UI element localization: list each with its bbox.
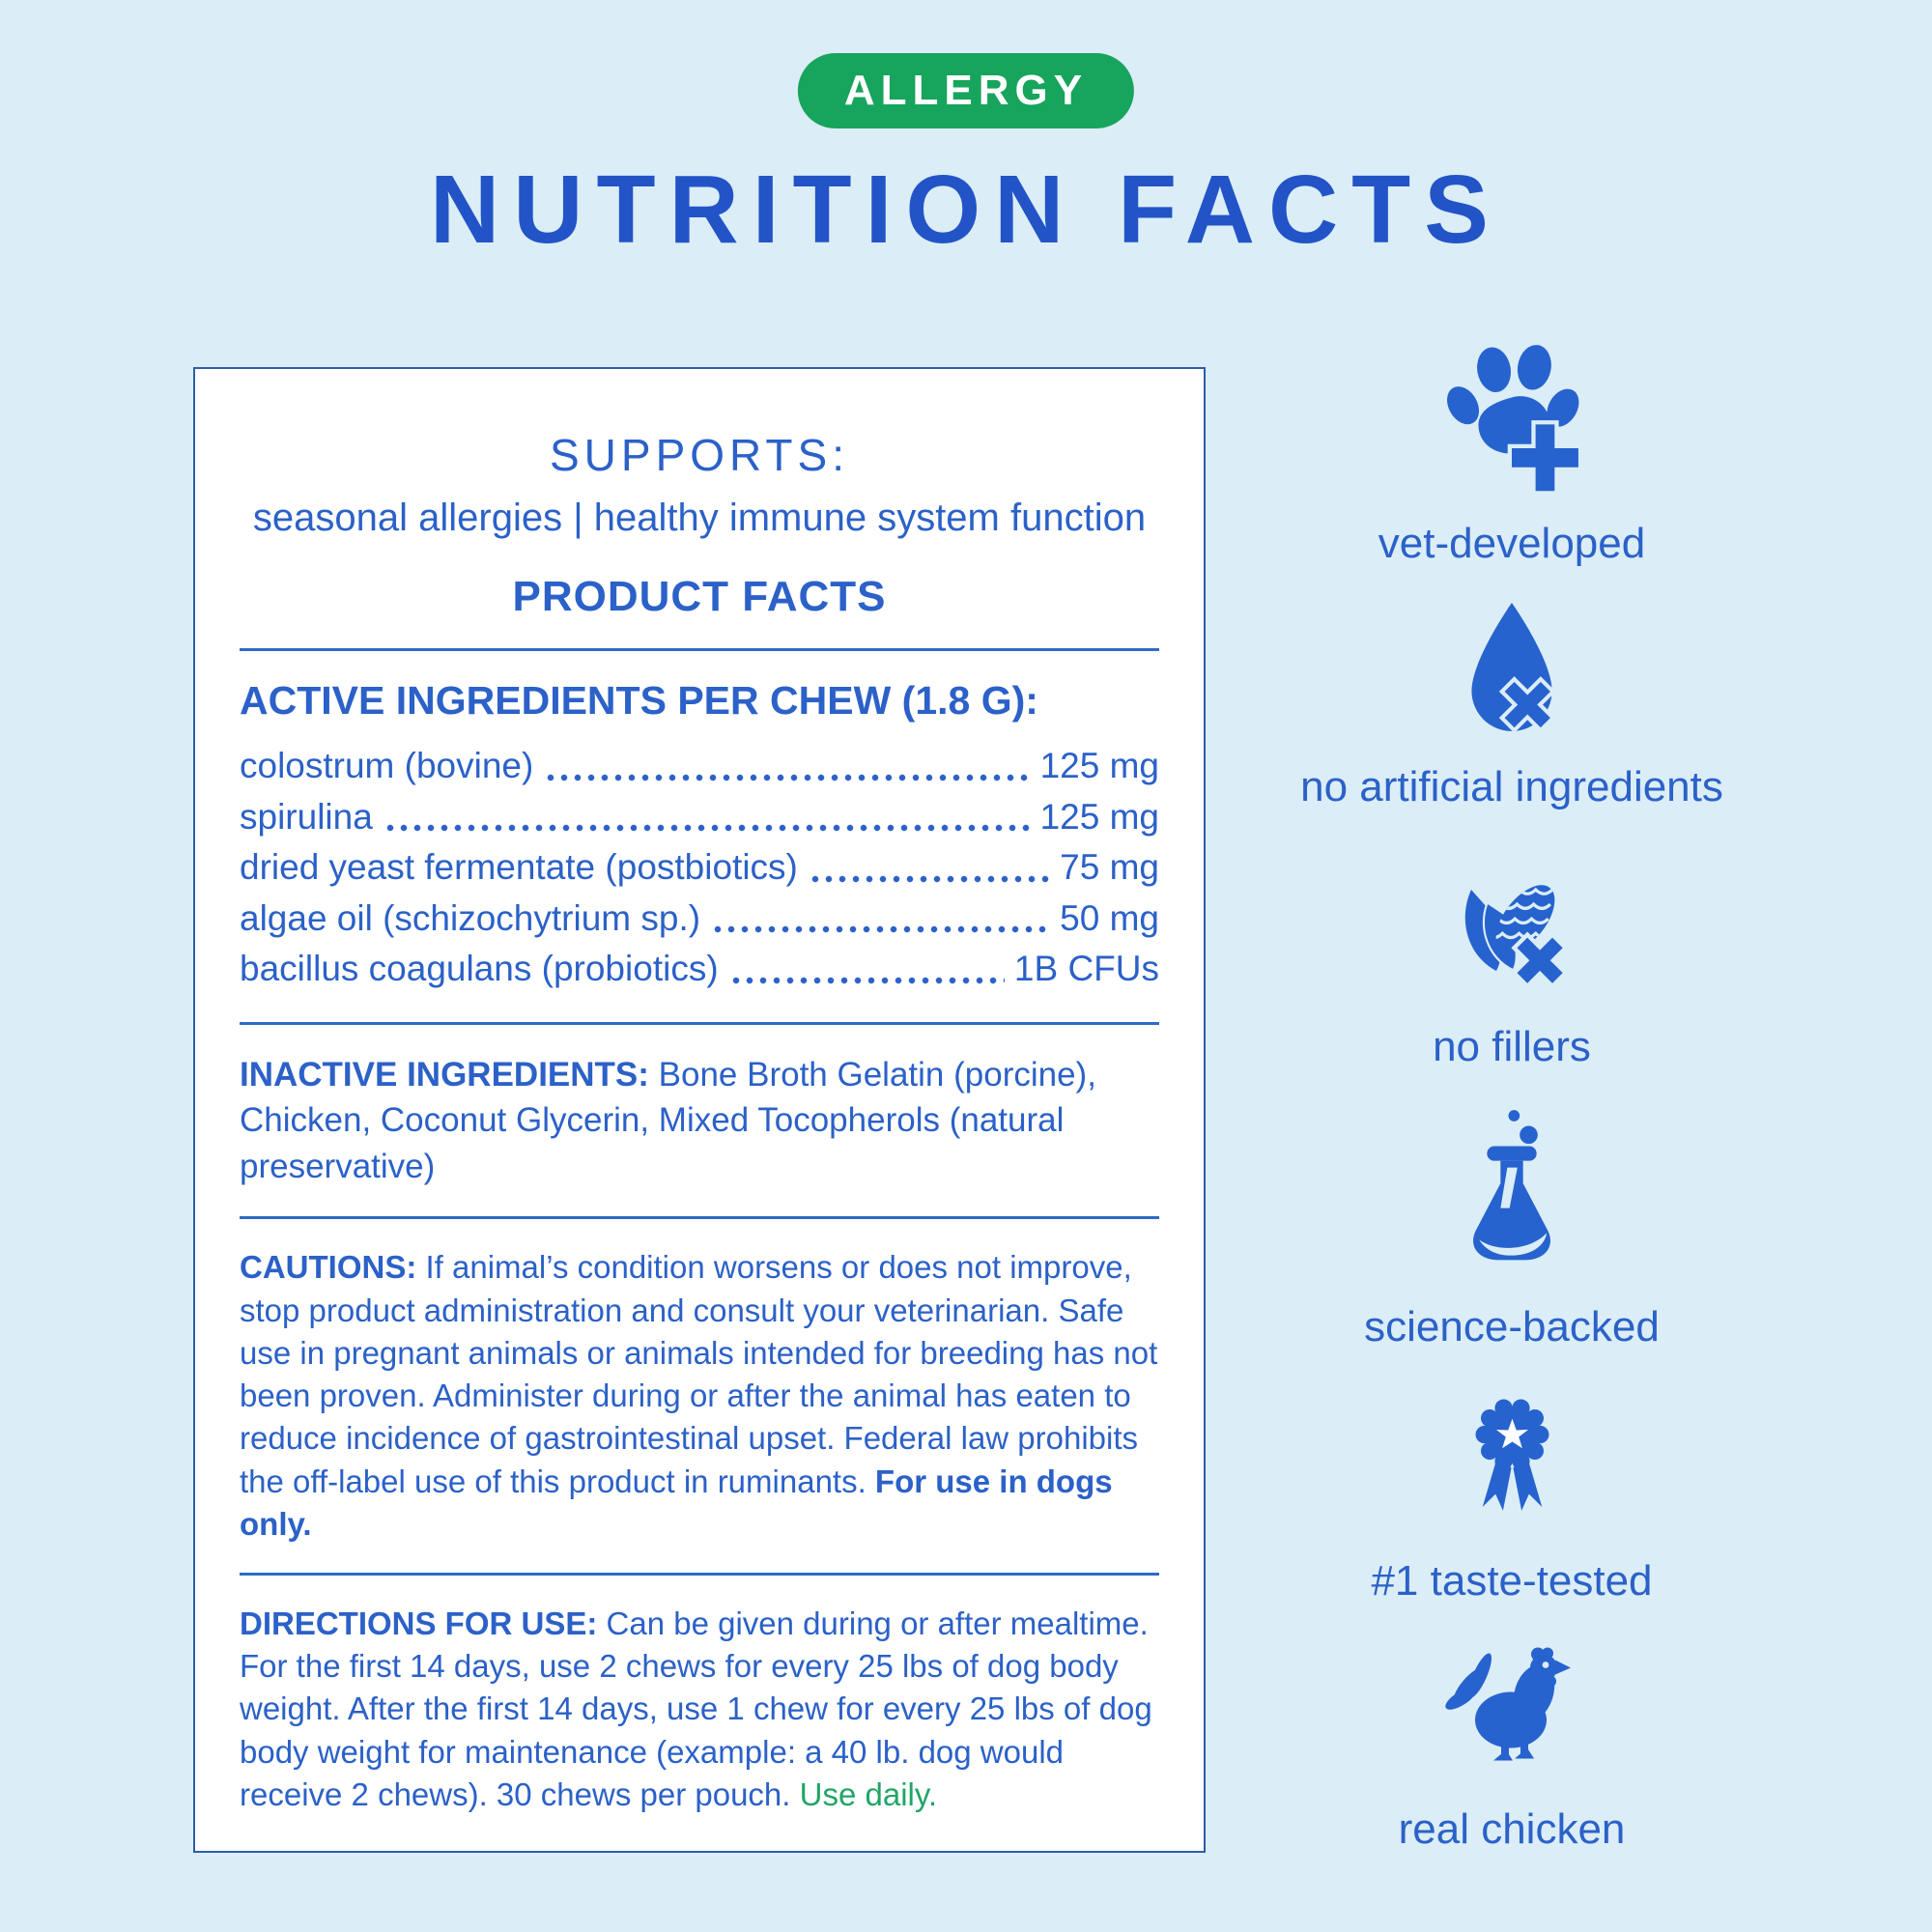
cautions-label: CAUTIONS:	[240, 1249, 417, 1286]
ingredient-name: colostrum (bovine)	[240, 746, 534, 785]
product-facts-heading: PRODUCT FACTS	[512, 573, 887, 620]
ingredient-amount: 50 mg	[1060, 897, 1159, 938]
product-facts-card: SUPPORTS: seasonal allergies | healthy i…	[193, 367, 1206, 1853]
cautions-bold-end: For use in dogs only.	[240, 1463, 1113, 1542]
ingredient-row: spirulina 125 mg	[240, 792, 1159, 843]
corn-x-icon	[1444, 863, 1579, 998]
ingredient-amount: 125 mg	[1039, 796, 1159, 837]
ingredient-name: dried yeast fermentate (postbiotics)	[240, 847, 798, 888]
supports-text: seasonal allergies | healthy immune syst…	[252, 497, 1147, 539]
feature-no-artificial-ingredients: no artificial ingredients	[1188, 601, 1835, 811]
inactive-ingredients-text: Bone Broth Gelatin (porcine), Chicken, C…	[240, 1055, 1096, 1185]
directions-label: DIRECTIONS FOR USE:	[240, 1605, 598, 1641]
dotted-leader	[810, 874, 1051, 883]
inactive-ingredients-paragraph: INACTIVE INGREDIENTS: Bone Broth Gelatin…	[240, 1052, 1159, 1190]
feature-real-chicken: real chicken	[1188, 1640, 1835, 1854]
feature-no-fillers: no fillers	[1188, 863, 1835, 1071]
chicken-icon	[1439, 1640, 1584, 1780]
ingredient-row: algae oil (schizochytrium sp.) 50 mg	[240, 894, 1159, 945]
directions-paragraph: DIRECTIONS FOR USE: Can be given during …	[240, 1603, 1159, 1816]
active-ingredients-heading: ACTIVE INGREDIENTS PER CHEW (1.8 G):	[240, 678, 1038, 723]
feature-label: real chicken	[1398, 1805, 1626, 1853]
ingredient-row: colostrum (bovine) 125 mg	[240, 741, 1159, 792]
dotted-leader	[547, 773, 1031, 781]
ingredient-name: algae oil (schizochytrium sp.)	[240, 897, 701, 938]
ingredient-amount: 125 mg	[1039, 746, 1159, 785]
feature-vet-developed: vet-developed	[1188, 340, 1835, 568]
droplet-x-icon	[1453, 601, 1571, 738]
page-title: NUTRITION FACTS	[430, 156, 1502, 264]
dotted-leader	[385, 824, 1031, 833]
cautions-text: If animal’s condition worsens or does no…	[240, 1249, 1158, 1499]
supports-heading: SUPPORTS:	[550, 430, 849, 480]
ingredient-name: bacillus coagulans (probiotics)	[240, 949, 719, 989]
feature-label: vet-developed	[1378, 520, 1646, 567]
cautions-paragraph: CAUTIONS: If animal’s condition worsens …	[240, 1246, 1159, 1546]
section-divider	[240, 648, 1159, 651]
feature-label: science-backed	[1364, 1303, 1660, 1350]
ingredient-row: dried yeast fermentate (postbiotics) 75 …	[240, 842, 1159, 894]
section-divider	[240, 1572, 1159, 1576]
feature-science-backed: science-backed	[1188, 1109, 1835, 1351]
ingredient-amount: 75 mg	[1060, 847, 1159, 888]
flask-icon	[1444, 1109, 1579, 1278]
feature-label: #1 taste-tested	[1371, 1557, 1653, 1605]
ingredient-row: bacillus coagulans (probiotics) 1B CFUs	[240, 944, 1159, 995]
award-ribbon-icon	[1452, 1387, 1573, 1532]
section-divider	[240, 1216, 1159, 1220]
directions-text: Can be given during or after mealtime. F…	[240, 1605, 1152, 1812]
feature-label: no artificial ingredients	[1300, 763, 1723, 810]
inactive-ingredients-label: INACTIVE INGREDIENTS:	[240, 1055, 649, 1094]
dotted-leader	[714, 925, 1051, 934]
feature-taste-tested: #1 taste-tested	[1188, 1387, 1835, 1605]
feature-label: no fillers	[1433, 1023, 1591, 1070]
ingredient-name: spirulina	[240, 796, 373, 837]
dotted-leader	[731, 976, 1005, 984]
allergy-badge: ALLERGY	[797, 53, 1135, 128]
paw-plus-icon	[1435, 340, 1589, 495]
use-daily-text: Use daily.	[799, 1776, 938, 1812]
section-divider	[240, 1021, 1159, 1025]
ingredient-amount: 1B CFUs	[1013, 949, 1159, 989]
